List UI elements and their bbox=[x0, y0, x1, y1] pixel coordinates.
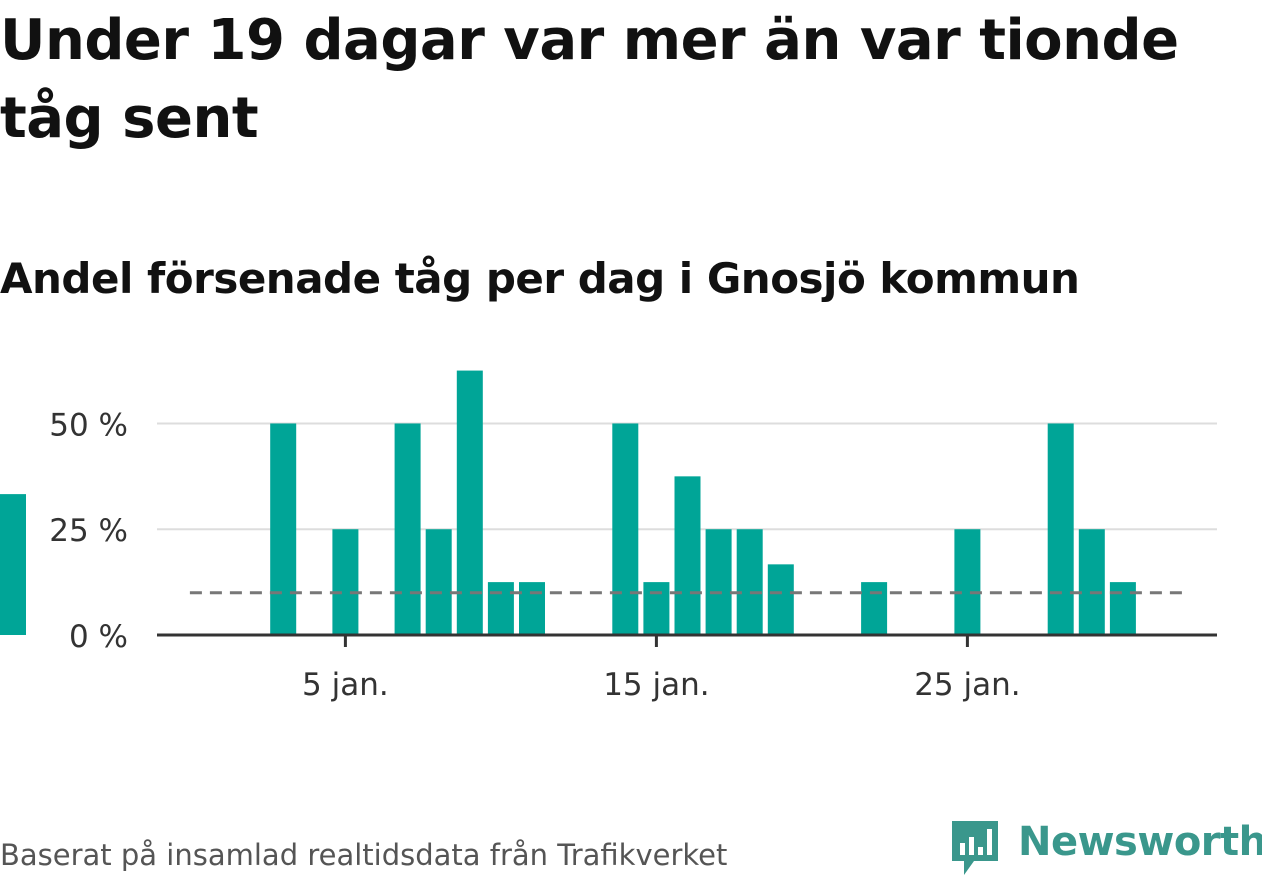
bar-chart: 0 % 25 % 50 % 5 jan. 15 jan. 25 jan. bbox=[0, 370, 1217, 703]
bar bbox=[767, 564, 794, 635]
newsworthy-chart-bubble-icon bbox=[952, 821, 998, 875]
bar bbox=[425, 529, 452, 635]
y-tick-label: 50 % bbox=[49, 407, 128, 443]
bar bbox=[674, 476, 701, 635]
bar bbox=[394, 423, 421, 635]
chart-title: Under 19 dagar var mer än var tionde tåg… bbox=[0, 8, 1179, 151]
brand-name: Newsworthy bbox=[1018, 819, 1262, 865]
bar bbox=[519, 582, 545, 635]
bar bbox=[0, 494, 26, 635]
bar bbox=[705, 529, 732, 635]
axes: 0 % 25 % 50 % 5 jan. 15 jan. 25 jan. bbox=[49, 407, 1217, 703]
bars bbox=[0, 370, 1136, 635]
bar bbox=[456, 370, 483, 635]
bar bbox=[612, 423, 639, 635]
chart-subtitle: Andel försenade tåg per dag i Gnosjö kom… bbox=[0, 254, 1080, 303]
newsworthy-logo: Newsworthy bbox=[950, 815, 1262, 877]
source-caption: Baserat på insamlad realtidsdata från Tr… bbox=[0, 838, 728, 872]
x-tick-label: 25 jan. bbox=[914, 667, 1020, 703]
bar bbox=[1047, 423, 1074, 635]
bar bbox=[487, 582, 514, 635]
x-tick-label: 5 jan. bbox=[302, 667, 389, 703]
bar bbox=[270, 423, 297, 635]
bar bbox=[861, 582, 888, 635]
bar bbox=[1109, 582, 1136, 635]
bar bbox=[332, 529, 359, 635]
y-tick-label: 0 % bbox=[69, 619, 128, 655]
bar bbox=[643, 582, 670, 635]
bar bbox=[954, 529, 981, 635]
bar bbox=[1078, 529, 1105, 635]
y-tick-label: 25 % bbox=[49, 513, 128, 549]
x-tick-label: 15 jan. bbox=[603, 667, 709, 703]
bar bbox=[736, 529, 763, 635]
